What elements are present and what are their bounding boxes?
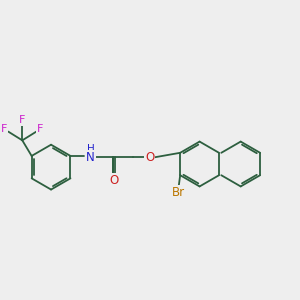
Text: N: N <box>86 151 95 164</box>
Text: O: O <box>109 174 119 187</box>
Text: F: F <box>19 115 26 125</box>
Text: O: O <box>145 151 154 164</box>
Text: F: F <box>37 124 44 134</box>
Text: F: F <box>1 124 8 134</box>
Text: Br: Br <box>172 186 185 199</box>
Text: H: H <box>86 144 94 154</box>
